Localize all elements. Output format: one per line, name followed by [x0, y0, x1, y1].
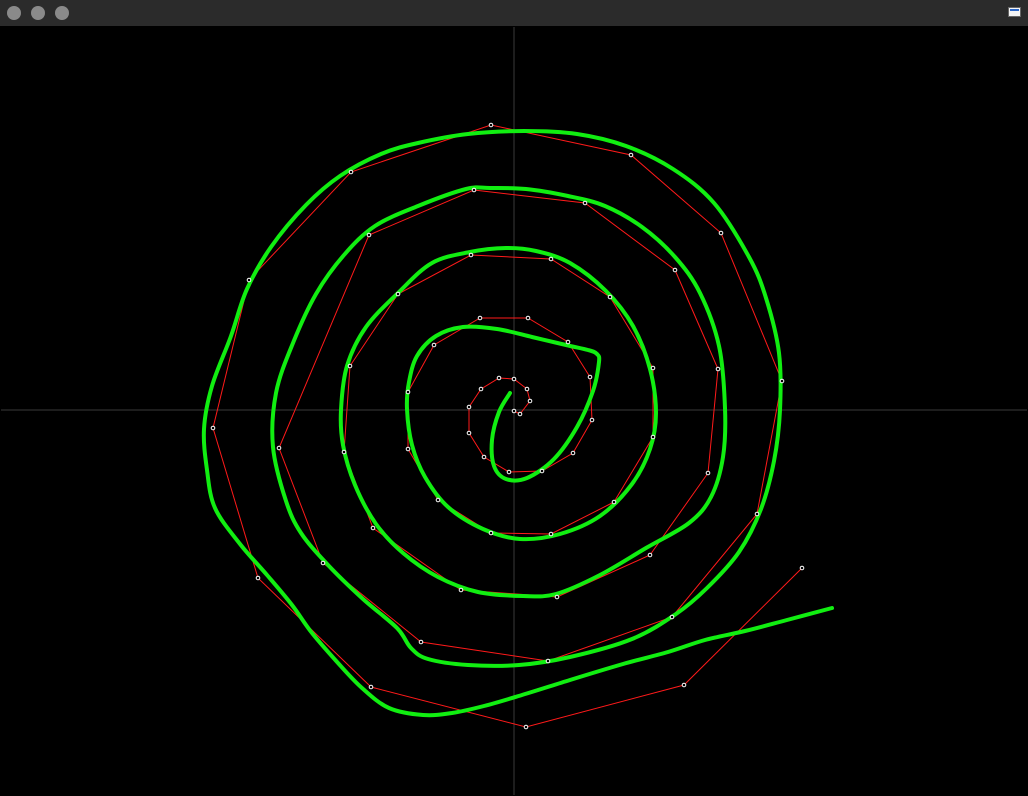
control-point[interactable] [466, 404, 472, 410]
control-point[interactable] [524, 386, 530, 392]
control-point[interactable] [477, 315, 483, 321]
control-point[interactable] [548, 531, 554, 537]
control-point[interactable] [715, 366, 721, 372]
control-point[interactable] [539, 468, 545, 474]
minimize-button[interactable] [31, 6, 45, 20]
close-button[interactable] [7, 6, 21, 20]
control-point[interactable] [511, 408, 517, 414]
spiral-plot[interactable] [1, 27, 1027, 795]
control-point[interactable] [431, 342, 437, 348]
control-point[interactable] [681, 682, 687, 688]
control-point[interactable] [779, 378, 785, 384]
control-point[interactable] [570, 450, 576, 456]
control-point[interactable] [255, 575, 261, 581]
control-point[interactable] [607, 294, 613, 300]
control-point[interactable] [405, 389, 411, 395]
drawing-canvas[interactable] [1, 27, 1027, 795]
control-point[interactable] [545, 658, 551, 664]
control-point[interactable] [210, 425, 216, 431]
control-point[interactable] [370, 525, 376, 531]
control-point[interactable] [517, 411, 523, 417]
control-point[interactable] [582, 200, 588, 206]
control-point[interactable] [650, 434, 656, 440]
control-point[interactable] [548, 256, 554, 262]
smooth-curve [201, 129, 834, 718]
control-point[interactable] [458, 587, 464, 593]
control-point[interactable] [320, 560, 326, 566]
control-point[interactable] [468, 252, 474, 258]
title-bar [0, 0, 1028, 26]
control-point[interactable] [554, 594, 560, 600]
control-point[interactable] [395, 291, 401, 297]
control-point[interactable] [523, 724, 529, 730]
control-point[interactable] [527, 398, 533, 404]
control-point[interactable] [511, 376, 517, 382]
control-point[interactable] [799, 565, 805, 571]
control-point[interactable] [650, 365, 656, 371]
control-point[interactable] [506, 469, 512, 475]
control-point[interactable] [628, 152, 634, 158]
control-point[interactable] [347, 363, 353, 369]
control-point[interactable] [565, 339, 571, 345]
control-point[interactable] [647, 552, 653, 558]
control-point[interactable] [276, 445, 282, 451]
control-point[interactable] [405, 446, 411, 452]
control-point[interactable] [488, 530, 494, 536]
control-point[interactable] [418, 639, 424, 645]
control-point[interactable] [488, 122, 494, 128]
control-point[interactable] [478, 386, 484, 392]
control-point[interactable] [705, 470, 711, 476]
control-point[interactable] [348, 169, 354, 175]
control-point[interactable] [496, 375, 502, 381]
control-point[interactable] [611, 499, 617, 505]
control-point[interactable] [341, 449, 347, 455]
control-point[interactable] [466, 430, 472, 436]
control-point[interactable] [589, 417, 595, 423]
control-point[interactable] [435, 497, 441, 503]
control-point[interactable] [754, 511, 760, 517]
control-point[interactable] [525, 315, 531, 321]
control-point[interactable] [718, 230, 724, 236]
control-point[interactable] [481, 454, 487, 460]
maximize-button[interactable] [55, 6, 69, 20]
control-point[interactable] [366, 232, 372, 238]
control-point[interactable] [368, 684, 374, 690]
control-point[interactable] [246, 277, 252, 283]
control-points [210, 122, 805, 730]
control-point[interactable] [587, 374, 593, 380]
window-icon[interactable] [1008, 7, 1021, 17]
control-point[interactable] [471, 187, 477, 193]
control-point[interactable] [669, 614, 675, 620]
control-point[interactable] [672, 267, 678, 273]
